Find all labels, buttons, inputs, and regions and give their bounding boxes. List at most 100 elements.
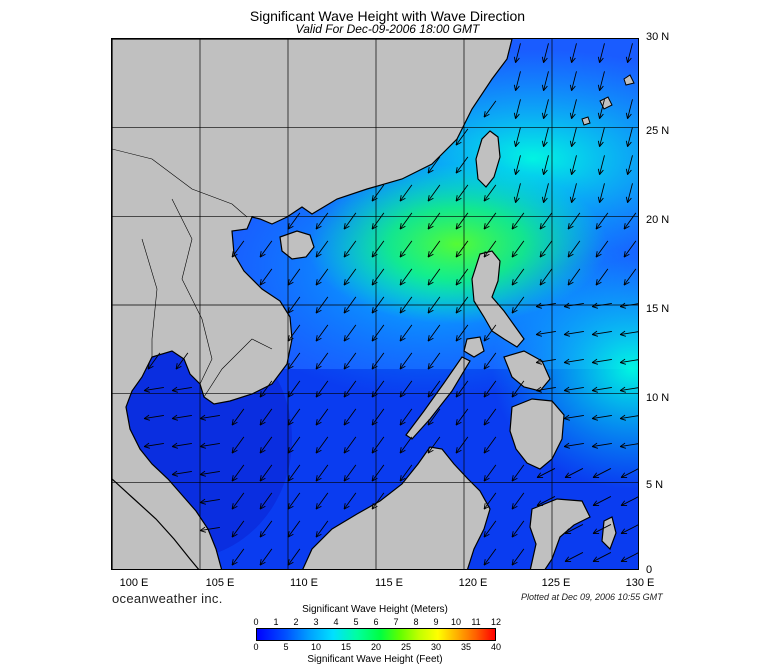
colorbar-tick-feet: 15 <box>340 642 352 652</box>
wave-direction-arrow <box>455 324 469 342</box>
wave-direction-arrow <box>287 296 301 314</box>
wave-direction-arrow <box>315 296 329 314</box>
wave-direction-arrow <box>511 548 525 566</box>
wave-direction-arrow <box>563 386 584 393</box>
wave-direction-arrow <box>343 324 357 342</box>
wave-direction-arrow <box>259 436 273 454</box>
lat-label-5n: 5 N <box>646 479 664 491</box>
colorbar-tick-feet: 40 <box>490 642 502 652</box>
wave-direction-arrow <box>563 302 584 309</box>
wave-direction-arrow <box>343 380 357 398</box>
colorbar-tick-feet: 0 <box>253 642 259 652</box>
wave-direction-arrow <box>592 468 612 478</box>
wave-direction-arrow <box>399 408 413 426</box>
wave-direction-arrow <box>535 358 556 365</box>
wave-direction-arrow <box>287 324 301 342</box>
wave-direction-arrow <box>513 71 521 91</box>
wave-direction-arrow <box>483 212 497 230</box>
wave-direction-arrow <box>259 464 273 482</box>
wave-direction-arrow <box>619 358 638 365</box>
colorbar-tick-feet: 25 <box>400 642 412 652</box>
wave-direction-arrow <box>591 302 612 309</box>
wave-direction-arrow <box>569 71 577 91</box>
wave-direction-arrow <box>619 330 638 337</box>
wave-direction-arrow <box>231 240 245 258</box>
wave-direction-arrow <box>619 386 638 393</box>
wave-direction-arrow <box>567 268 581 286</box>
wave-direction-arrow <box>513 127 521 147</box>
colorbar-tick-meters: 6 <box>373 617 379 627</box>
wave-direction-arrow <box>483 436 497 454</box>
wave-direction-arrow <box>539 240 553 258</box>
wave-direction-arrow <box>455 184 469 202</box>
wave-direction-arrow <box>199 498 220 505</box>
wave-direction-arrow <box>483 464 497 482</box>
wave-direction-arrow <box>371 212 385 230</box>
wave-direction-arrow <box>483 492 497 510</box>
wave-direction-arrow <box>455 268 469 286</box>
wave-direction-arrow <box>343 436 357 454</box>
wave-direction-arrow <box>511 380 525 398</box>
wave-direction-arrow <box>569 127 577 147</box>
wave-direction-arrow <box>564 524 584 534</box>
wave-direction-arrow <box>427 324 441 342</box>
wave-maximum <box>307 164 607 324</box>
wave-direction-arrow <box>399 464 413 482</box>
wave-direction-arrow <box>567 240 581 258</box>
wave-direction-arrow <box>143 386 164 393</box>
wave-direction-arrow <box>625 155 633 175</box>
lat-label-25n: 25 N <box>646 125 670 137</box>
colorbar-tick-meters: 10 <box>450 617 462 627</box>
wave-direction-arrow <box>199 442 220 449</box>
wave-direction-arrow <box>175 352 189 370</box>
land-asia-mainland <box>112 39 513 569</box>
wave-direction-arrow <box>541 127 549 147</box>
wave-direction-arrow <box>595 268 609 286</box>
lon-label-120e: 120 E <box>458 577 488 589</box>
colorbar-tick-meters: 3 <box>313 617 319 627</box>
wave-direction-arrow <box>513 183 521 203</box>
colorbar-tick-feet: 35 <box>460 642 472 652</box>
lat-lon-grid <box>112 39 638 569</box>
wave-direction-arrow <box>315 324 329 342</box>
land-sulawesi <box>529 498 591 569</box>
wave-direction-arrow <box>513 99 521 119</box>
colorbar-tick-meters: 4 <box>333 617 339 627</box>
wave-direction-arrow <box>231 548 245 566</box>
colorbar-tick-meters: 0 <box>253 617 259 627</box>
wave-direction-arrow <box>399 380 413 398</box>
wave-direction-arrow <box>315 492 329 510</box>
lon-label-100e: 100 E <box>119 577 149 589</box>
wave-direction-arrow <box>455 128 469 146</box>
wave-direction-arrow <box>371 436 385 454</box>
wave-direction-arrow <box>371 268 385 286</box>
wave-direction-arrow <box>287 548 301 566</box>
wave-direction-arrow <box>371 492 385 510</box>
wave-direction-arrow <box>564 468 584 478</box>
wave-direction-arrow <box>455 240 469 258</box>
colorbar-title-meters: Significant Wave Height (Meters) <box>302 604 448 615</box>
colorbar-tick-feet: 5 <box>283 642 289 652</box>
wave-direction-arrow <box>231 464 245 482</box>
wave-direction-arrow <box>143 442 164 449</box>
wave-direction-arrow <box>427 436 441 454</box>
wave-direction-arrow <box>371 408 385 426</box>
wave-direction-arrow <box>399 352 413 370</box>
wave-direction-arrow <box>343 240 357 258</box>
wave-direction-arrow <box>591 330 612 337</box>
wave-direction-arrow <box>455 212 469 230</box>
colorbar <box>256 628 496 641</box>
wave-direction-arrow <box>171 386 192 393</box>
wave-map <box>111 38 639 570</box>
land-taiwan <box>475 130 501 188</box>
wave-direction-arrow <box>563 330 584 337</box>
lon-label-105e: 105 E <box>205 577 235 589</box>
wave-direction-arrow <box>597 43 605 63</box>
colorbar-tick-feet: 10 <box>310 642 322 652</box>
wave-direction-arrow <box>569 43 577 63</box>
wave-direction-arrow <box>567 212 581 230</box>
wave-direction-arrow <box>511 492 525 510</box>
wave-direction-arrow <box>541 99 549 119</box>
wave-direction-arrow <box>511 240 525 258</box>
wave-direction-arrow <box>569 99 577 119</box>
